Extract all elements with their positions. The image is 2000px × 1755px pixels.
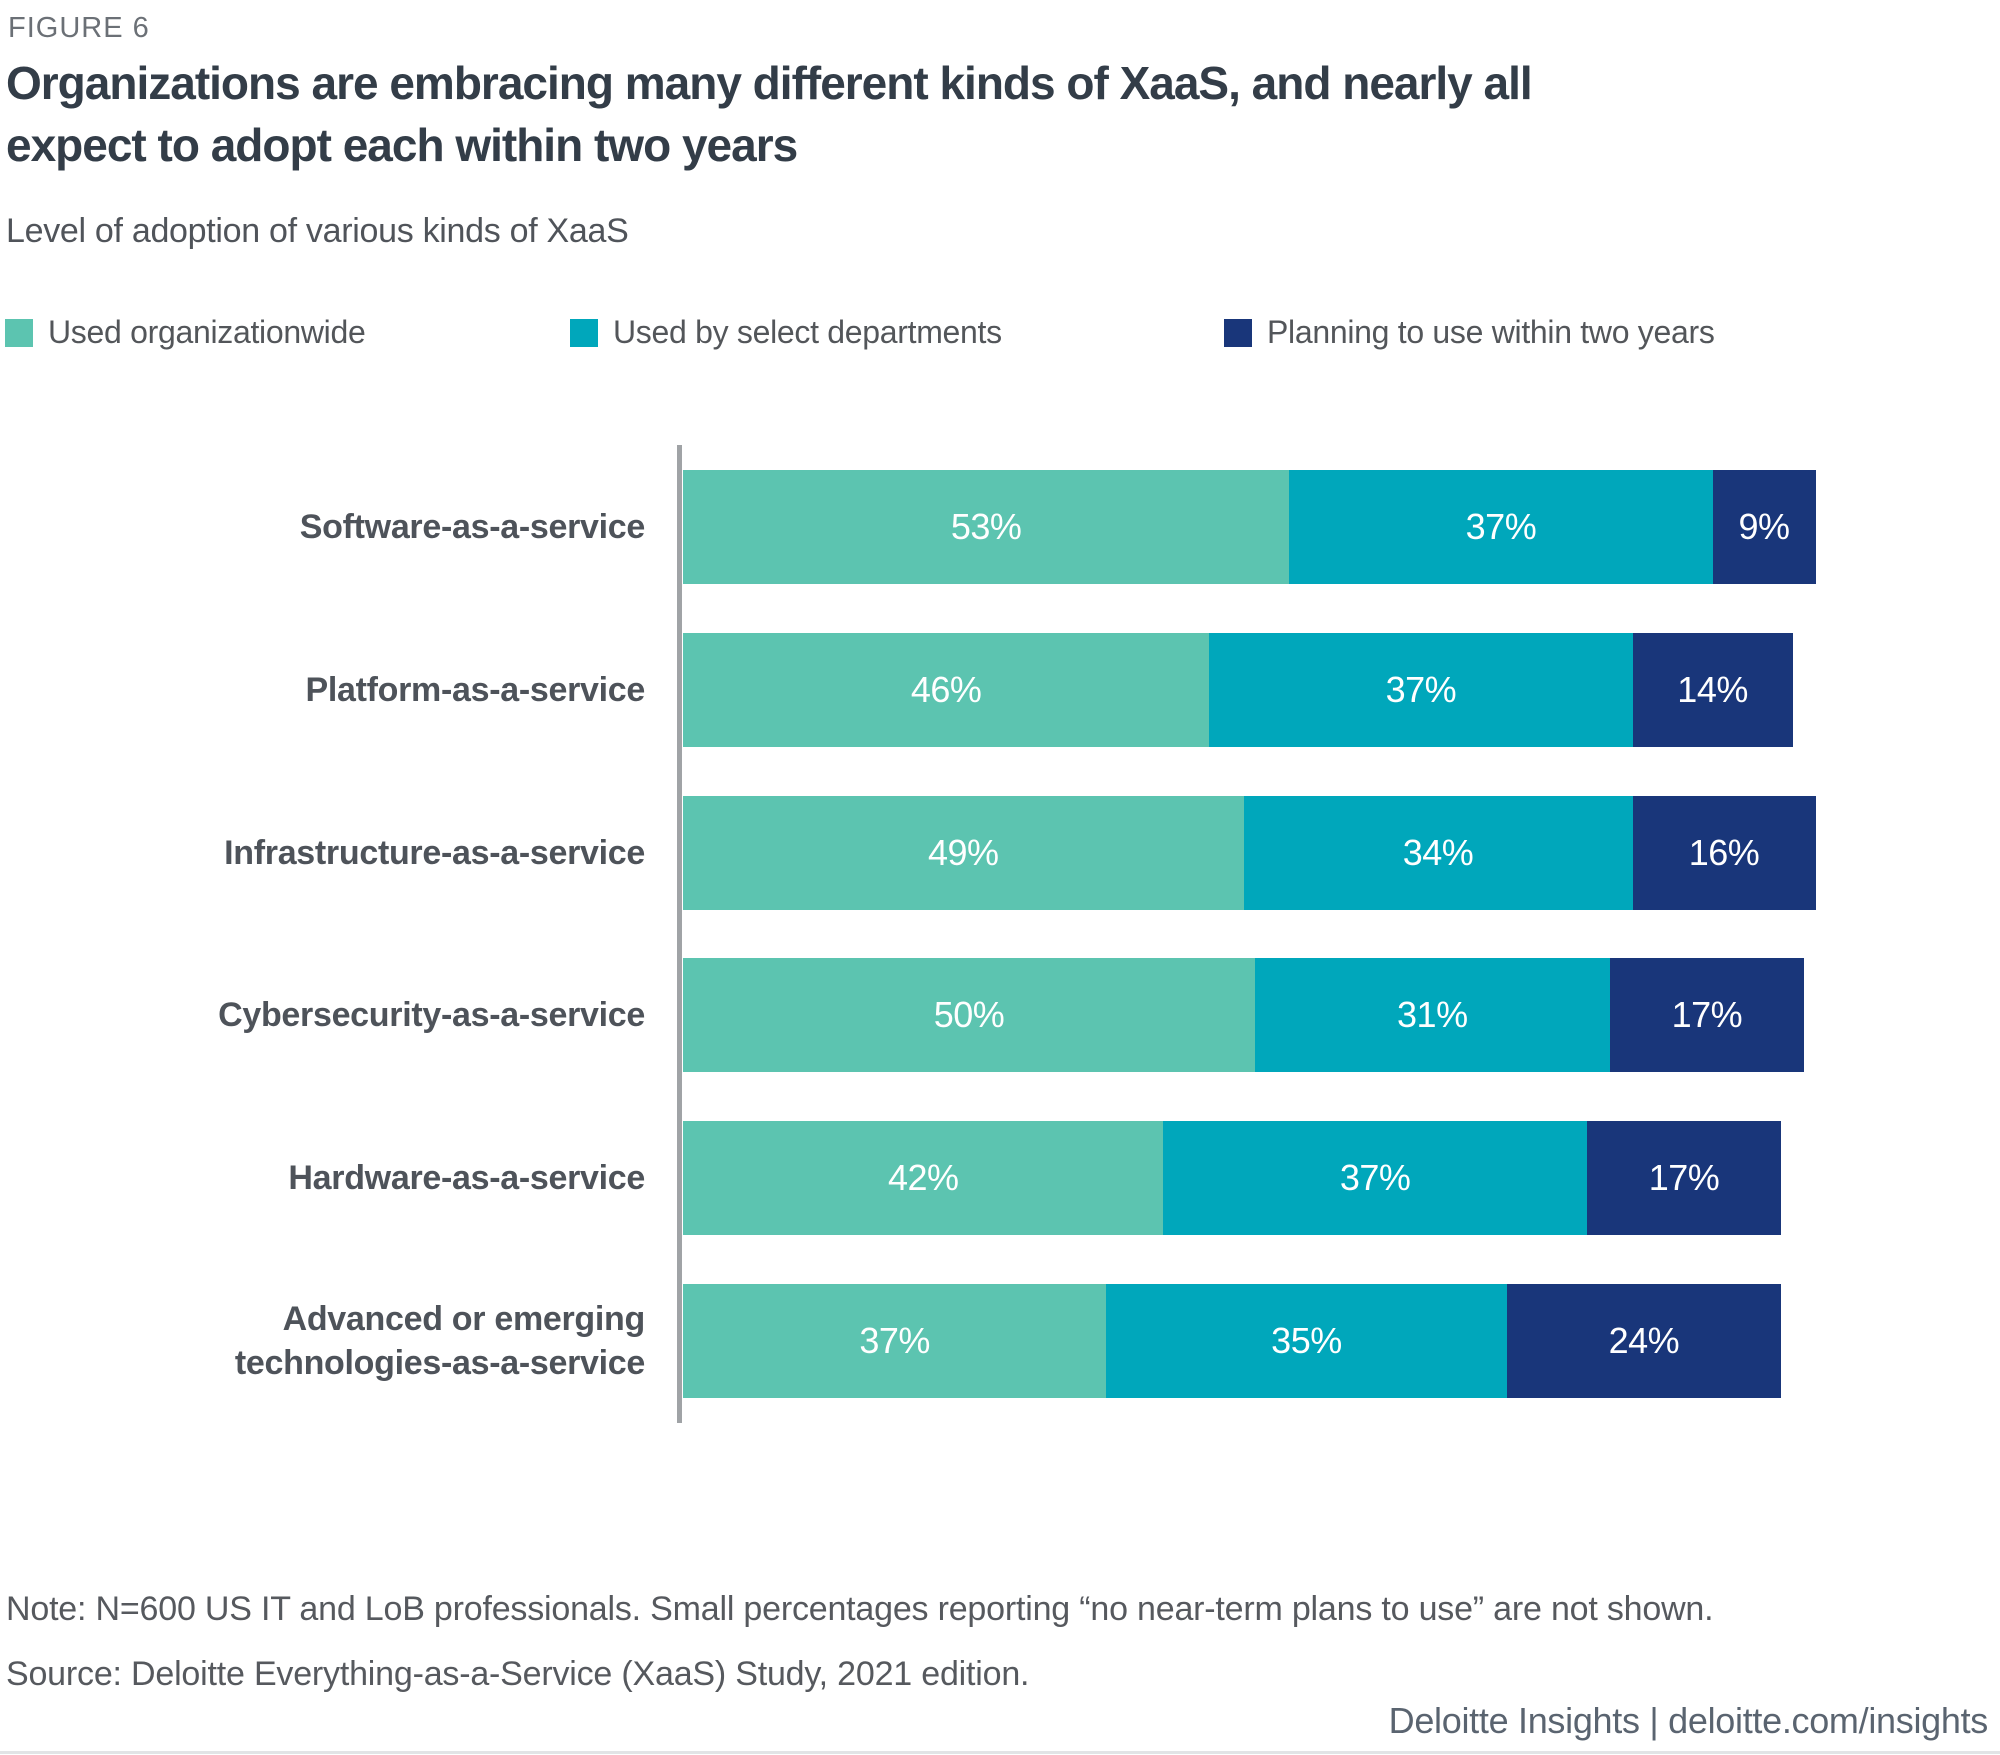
legend-item-label: Used organizationwide — [48, 314, 366, 350]
bar-row: 53% 37% 9% — [683, 470, 1827, 584]
bar-segment: 9% — [1712, 470, 1816, 584]
legend-swatch-icon — [5, 318, 33, 347]
category-label: Platform-as-a-service — [0, 633, 645, 747]
bar-value-label: 49% — [927, 832, 999, 873]
bar-value-label: 53% — [950, 506, 1022, 547]
figure-label: FIGURE 6 — [8, 12, 150, 44]
bar-value-label: 42% — [887, 1157, 959, 1198]
bar-value-label: 46% — [910, 669, 982, 710]
category-label-line: Infrastructure-as-a-service — [224, 834, 645, 872]
bar-segment: 35% — [1106, 1284, 1507, 1398]
category-label-line: Hardware-as-a-service — [288, 1159, 645, 1197]
bar-row: 46% 37% 14% — [683, 633, 1827, 747]
stacked-bar-chart: Software-as-a-service 53% 37% 9% Platform-as… — [0, 445, 1827, 1423]
bar-segment: 53% — [683, 470, 1290, 584]
bar-value-label: 35% — [1271, 1320, 1342, 1361]
bottom-divider — [0, 1751, 2000, 1754]
legend-item-used-by-select-departments: Used by select departments — [570, 314, 1002, 351]
bar-value-label: 31% — [1397, 994, 1468, 1035]
category-label: Hardware-as-a-service — [0, 1121, 645, 1235]
bar-segment: 50% — [683, 958, 1255, 1072]
figure-subtitle: Level of adoption of various kinds of Xa… — [6, 212, 629, 250]
bar-segment: 37% — [1289, 470, 1713, 584]
bar-segment: 31% — [1255, 958, 1610, 1072]
category-label: Infrastructure-as-a-service — [0, 796, 645, 910]
bar-value-label: 34% — [1402, 832, 1474, 873]
category-label-line: Advanced or emerging — [282, 1300, 646, 1338]
bar-segment: 37% — [1163, 1121, 1587, 1235]
legend-swatch-icon — [570, 318, 598, 347]
bar-segment: 42% — [683, 1121, 1164, 1235]
chart-legend: Used organizationwide Used by select dep… — [0, 314, 2000, 354]
bar-segment: 46% — [683, 633, 1210, 747]
bar-value-label: 14% — [1677, 669, 1748, 710]
bar-row: 49% 34% 16% — [683, 796, 1827, 910]
bar-segment: 17% — [1586, 1121, 1782, 1235]
category-label: Cybersecurity-as-a-service — [0, 958, 645, 1072]
bar-segment: 37% — [1209, 633, 1633, 747]
bar-value-label: 9% — [1738, 506, 1791, 547]
bar-row: 50% 31% 17% — [683, 958, 1827, 1072]
footer-brand: Deloitte Insights | deloitte.com/insight… — [1388, 1700, 1989, 1741]
bar-segment: 14% — [1632, 633, 1793, 747]
category-label: Advanced or emerging technologies-as-a-se… — [0, 1284, 645, 1398]
legend-swatch-icon — [1224, 318, 1252, 347]
bar-value-label: 17% — [1648, 1157, 1720, 1198]
category-label-line: Cybersecurity-as-a-service — [218, 996, 645, 1034]
bar-segment: 17% — [1609, 958, 1805, 1072]
legend-item-label: Used by select departments — [613, 314, 1002, 350]
bar-segment: 49% — [683, 796, 1244, 910]
bar-value-label: 50% — [933, 994, 1005, 1035]
legend-item-planning-to-use: Planning to use within two years — [1224, 314, 1715, 351]
bar-segment: 16% — [1632, 796, 1816, 910]
bar-value-label: 37% — [1465, 506, 1537, 547]
bar-segment: 24% — [1506, 1284, 1782, 1398]
source-text: Source: Deloitte Everything-as-a-Service… — [6, 1655, 1030, 1693]
legend-item-label: Planning to use within two years — [1267, 314, 1715, 350]
bar-segment: 34% — [1243, 796, 1633, 910]
category-label-line: technologies-as-a-service — [234, 1344, 645, 1382]
category-label-line: Platform-as-a-service — [305, 671, 645, 709]
bar-row: 37% 35% 24% — [683, 1284, 1827, 1398]
bar-row: 42% 37% 17% — [683, 1121, 1827, 1235]
legend-item-used-organizationwide: Used organizationwide — [5, 314, 366, 351]
bar-segment: 37% — [683, 1284, 1107, 1398]
figure-title: Organizations are embracing many differe… — [6, 57, 1533, 171]
y-axis-line — [677, 445, 682, 1423]
bar-value-label: 17% — [1671, 994, 1743, 1035]
bar-value-label: 16% — [1688, 832, 1760, 873]
category-label-line: Software-as-a-service — [299, 508, 646, 546]
category-label: Software-as-a-service — [0, 470, 646, 584]
note-text: Note: N=600 US IT and LoB professionals.… — [6, 1590, 1714, 1628]
bar-value-label: 37% — [859, 1320, 930, 1361]
bar-value-label: 37% — [1339, 1157, 1411, 1198]
bar-value-label: 37% — [1385, 669, 1457, 710]
bar-value-label: 24% — [1608, 1320, 1680, 1361]
